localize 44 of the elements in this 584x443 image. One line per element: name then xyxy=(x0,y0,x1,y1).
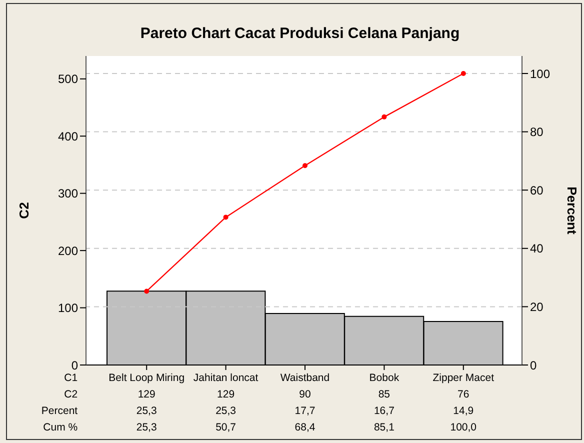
text: 14,9 xyxy=(453,405,474,417)
y-tick-label: 0 xyxy=(71,358,78,372)
y-tick-label: 300 xyxy=(58,186,78,201)
data-label: 85,1 xyxy=(374,422,395,434)
chart-title: Pareto Chart Cacat Produksi Celana Panjang xyxy=(139,25,461,42)
y-tick-label: 400 xyxy=(58,129,78,144)
y2-tick-label: 100 xyxy=(530,66,550,81)
x-tick-label: Waistband xyxy=(280,372,330,384)
data-label: 129 xyxy=(138,388,156,400)
point xyxy=(382,114,387,120)
text: 17,7 xyxy=(294,405,316,417)
y2-tick-label: 80 xyxy=(530,125,544,140)
data-label: 100,0 xyxy=(450,422,477,434)
data-label: 76 xyxy=(458,388,470,400)
y2-tick-label: 60 xyxy=(530,183,544,198)
point xyxy=(223,214,228,220)
text: 16,7 xyxy=(374,405,395,417)
y-tick-label: 500 xyxy=(58,72,78,86)
y2-axis-title: Percent xyxy=(564,186,580,236)
y2-tick-label: 0 xyxy=(530,358,537,372)
text: Percent xyxy=(41,405,78,417)
text: 25,3 xyxy=(216,405,236,417)
text: Cum % xyxy=(43,422,78,434)
y2-tick-label: 40 xyxy=(530,242,544,256)
x-tick-label: Zipper Macet xyxy=(432,372,494,384)
y-tick-label: 200 xyxy=(58,244,78,258)
x-axis-title: C1 xyxy=(64,372,78,384)
text: 25,3 xyxy=(136,405,157,417)
data-label: 25,3 xyxy=(136,422,157,434)
y-axis-title: C2 xyxy=(16,202,32,219)
point xyxy=(460,70,466,76)
data-label: 50,7 xyxy=(216,422,236,434)
x-tick-label: Bobok xyxy=(369,372,400,384)
text: C2 xyxy=(64,388,78,400)
point xyxy=(144,288,150,294)
data-label: 90 xyxy=(299,388,311,400)
y-tick-label: 100 xyxy=(58,301,78,316)
x-tick-label: Jahitan loncat xyxy=(193,372,258,384)
data-label: 68,4 xyxy=(294,422,316,434)
x-tick-label: Belt Loop Miring xyxy=(108,372,185,384)
y2-tick-label: 20 xyxy=(530,300,544,314)
data-label: 85 xyxy=(378,388,390,400)
point xyxy=(302,163,308,168)
data-label: 129 xyxy=(217,388,235,400)
